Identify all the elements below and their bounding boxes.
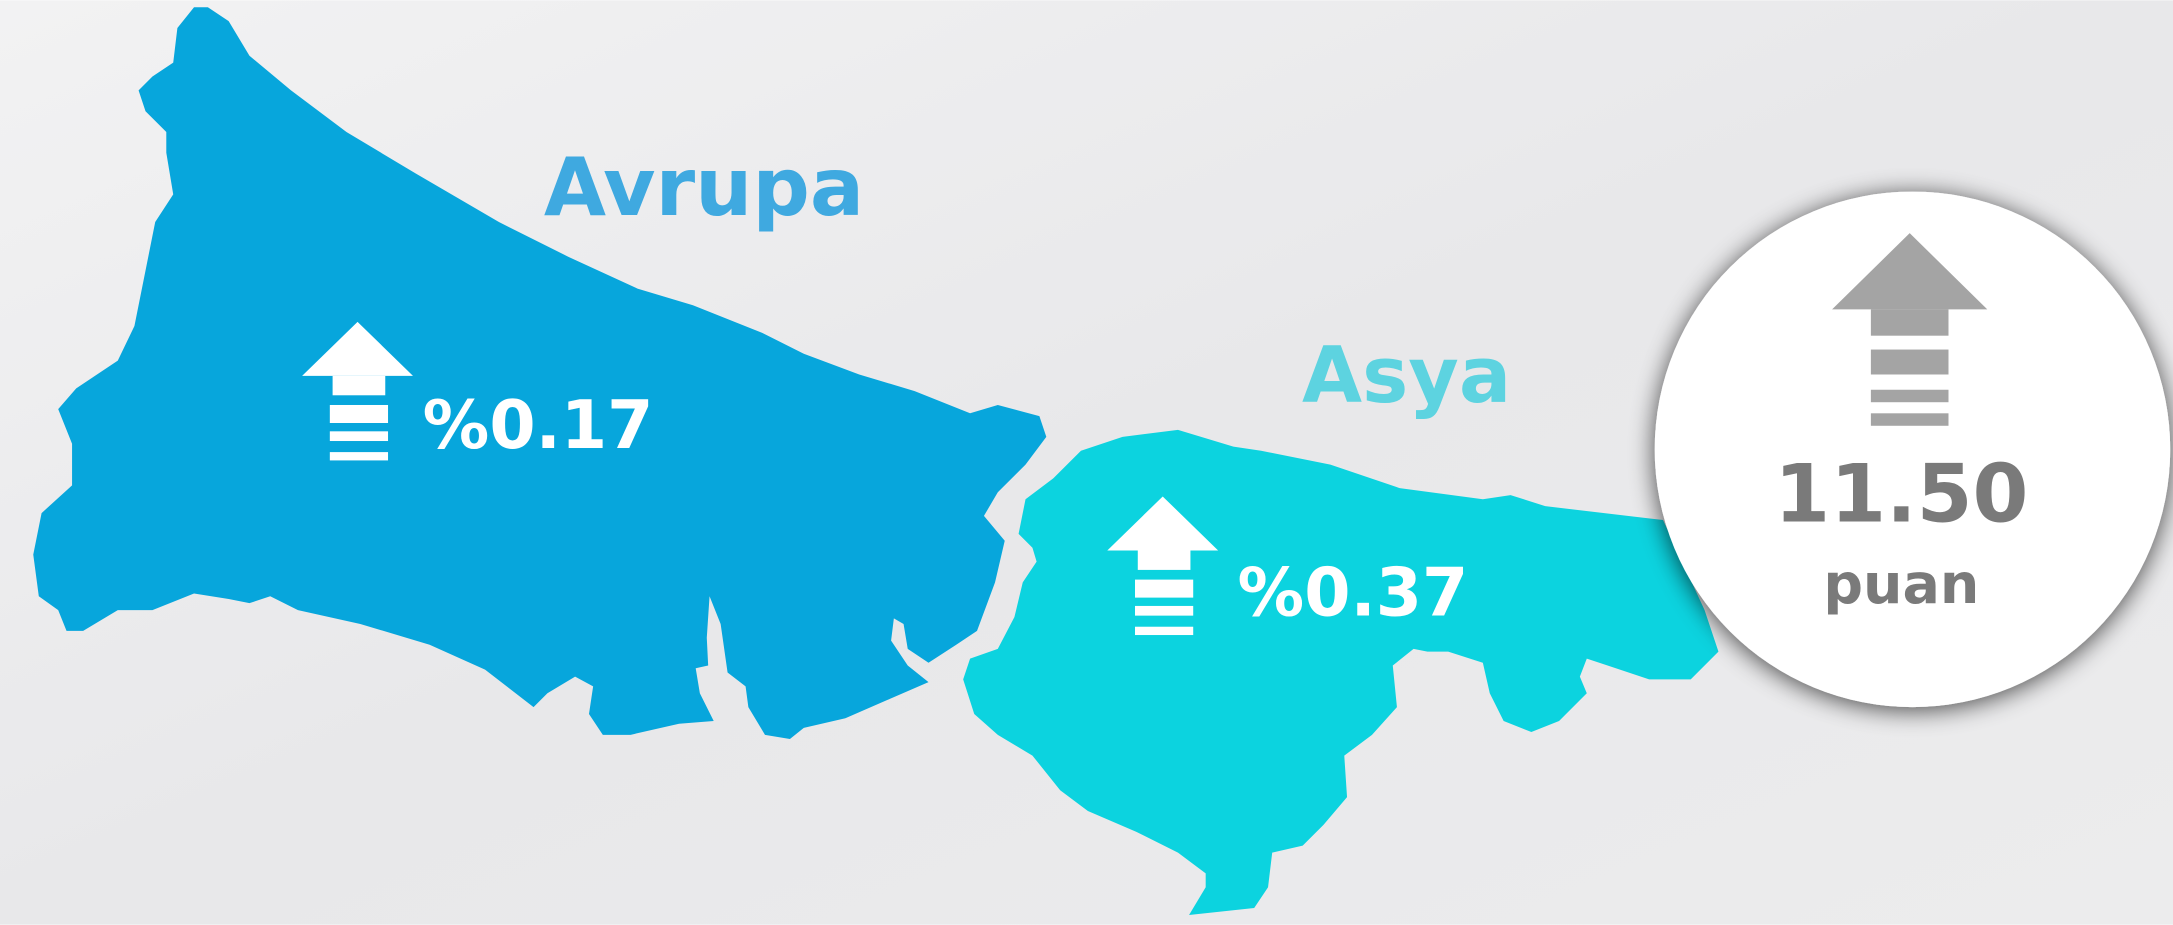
up-arrow-icon	[302, 321, 413, 461]
region-name: Avrupa	[544, 140, 864, 234]
region-change: %0.17	[423, 386, 654, 464]
region-name: Asya	[1302, 331, 1511, 421]
score-badge	[1654, 191, 2171, 708]
score-unit: puan	[1823, 553, 1979, 617]
score-value: 11.50	[1774, 446, 2028, 540]
europe-shape	[33, 7, 1047, 739]
up-arrow-icon	[1832, 233, 1988, 426]
region-change: %0.37	[1238, 554, 1469, 632]
up-arrow-icon	[1107, 496, 1219, 636]
